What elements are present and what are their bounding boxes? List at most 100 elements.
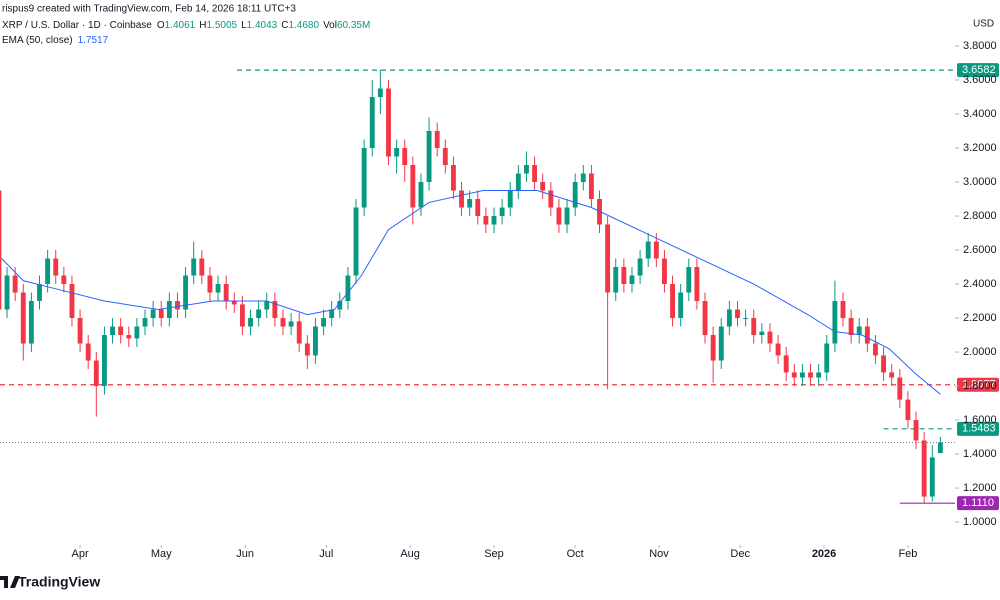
candle-body [288, 321, 294, 327]
candle-body [475, 199, 481, 217]
candle-body [873, 343, 878, 356]
candle-body [629, 275, 635, 285]
candle-body [353, 207, 359, 276]
y-tick-label: 1.4000 [963, 448, 997, 460]
candle-body [0, 190, 2, 310]
candle-body [848, 318, 854, 336]
candle-body [101, 335, 107, 387]
chart-subtitle: rispus9 created with TradingView.com, Fe… [2, 4, 296, 15]
candle-body [905, 399, 911, 421]
candle-body [191, 258, 197, 276]
candle-body [532, 165, 538, 183]
candle-body [913, 420, 919, 441]
legend-key: H [199, 20, 206, 31]
candle-body [686, 267, 692, 293]
candle-body [499, 207, 505, 217]
candle-body [150, 309, 156, 319]
candle-body [426, 131, 432, 183]
candle-body [637, 258, 643, 276]
level-label-box [957, 421, 999, 436]
candle-body [791, 372, 797, 378]
level-label: 3.6582 [962, 64, 996, 76]
y-tick-label: 3.6000 [963, 74, 997, 86]
candle-body [175, 301, 180, 310]
y-axis-label: USD [973, 19, 994, 30]
x-tick-label: Nov [649, 548, 669, 560]
candle-body [337, 301, 343, 310]
candle-body [759, 331, 765, 336]
x-tick-label: Jul [319, 548, 333, 560]
x-tick-label: Dec [730, 548, 750, 560]
y-tick-label: 3.8000 [963, 40, 997, 52]
candle-body [28, 301, 34, 344]
candle-body [207, 275, 213, 293]
candle-body [394, 148, 400, 157]
candle-body [824, 343, 830, 373]
candle-body [69, 284, 75, 319]
ema-line [1, 190, 941, 395]
y-tick-label: 3.2000 [963, 142, 997, 154]
candle-body [166, 301, 172, 319]
candle-body [767, 331, 773, 344]
candle-body [540, 182, 546, 191]
candle-body [77, 318, 83, 344]
legend-key: L [241, 20, 247, 31]
candle-body [605, 224, 611, 293]
logo-icon [0, 576, 20, 588]
ohlc-legend: XRP / U.S. Dollar · 1D · Coinbase O1.4061… [2, 20, 370, 31]
candle-body [718, 326, 724, 361]
candle-body [386, 88, 391, 157]
candle-body [751, 318, 757, 336]
candle-body [215, 284, 221, 293]
candle-body [775, 343, 781, 356]
candle-body [402, 148, 408, 166]
legend-value: 1.4061 [165, 20, 196, 31]
legend-key: C [281, 20, 288, 31]
candle-body [126, 335, 132, 339]
candle-body [223, 284, 229, 302]
y-tick-label: 1.6000 [963, 414, 997, 426]
candle-body [491, 216, 497, 225]
legend-value: 1.4680 [288, 20, 319, 31]
candle-body [937, 442, 943, 454]
candle-body [4, 275, 10, 310]
x-tick-label: Sep [484, 548, 504, 560]
candle-body [313, 326, 318, 356]
x-tick-label: May [151, 548, 172, 560]
legend-value: 1.4043 [247, 20, 278, 31]
candle-body [345, 275, 351, 302]
candle-body [524, 165, 529, 174]
candle-body [483, 216, 489, 225]
candle-body [53, 258, 59, 276]
overlay: 3.6582 1.8077 1.5483 1.1110 [957, 63, 999, 511]
candle-body [37, 284, 42, 302]
candle-body [808, 372, 813, 378]
legend-value: 1.7517 [78, 35, 109, 46]
candle-body [580, 173, 586, 183]
candle-body [467, 199, 473, 208]
logo: TradingView [0, 574, 100, 590]
candle-body [613, 267, 619, 293]
candle-body [621, 267, 627, 285]
candle-body [694, 267, 700, 302]
candle-body [410, 165, 416, 208]
level-label: 1.1110 [962, 497, 994, 509]
candle-body [134, 326, 140, 339]
level-label-box [957, 63, 999, 78]
candle-body [85, 343, 91, 361]
level-label: 1.8077 [962, 379, 996, 391]
candle-body [921, 440, 927, 497]
legend-value: 1.5005 [206, 20, 237, 31]
candle-body [564, 207, 570, 225]
candle-body [889, 372, 895, 378]
candle-body [929, 457, 935, 497]
candle-body [735, 309, 740, 319]
candle-body [377, 88, 383, 98]
level-label: 1.5483 [962, 423, 996, 435]
y-tick-label: 3.0000 [963, 176, 997, 188]
level-label-box [957, 496, 999, 511]
candle-body [799, 372, 805, 378]
candle-body [856, 326, 862, 336]
